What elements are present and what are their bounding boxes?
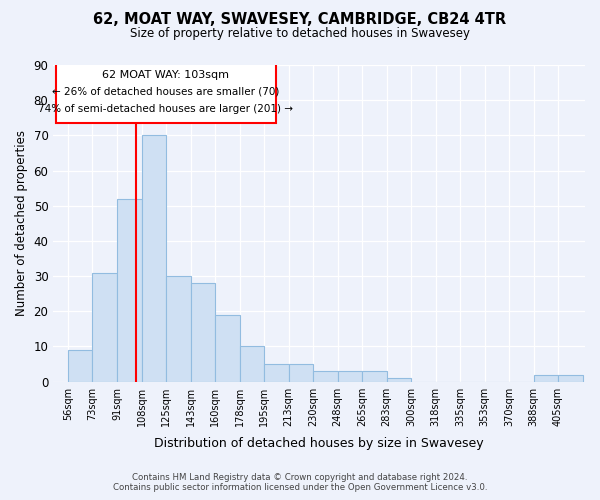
Text: Contains HM Land Registry data © Crown copyright and database right 2024.
Contai: Contains HM Land Registry data © Crown c… (113, 473, 487, 492)
Bar (313, 371, 338, 382)
Bar (142, 136, 166, 382)
Bar (362, 371, 386, 382)
Text: Size of property relative to detached houses in Swavesey: Size of property relative to detached ho… (130, 28, 470, 40)
Text: ← 26% of detached houses are smaller (70): ← 26% of detached houses are smaller (70… (52, 86, 280, 97)
Bar (239, 346, 264, 382)
Bar (166, 276, 191, 382)
Bar (117, 198, 142, 382)
Bar (289, 364, 313, 382)
Bar (68, 350, 92, 382)
Text: 62 MOAT WAY: 103sqm: 62 MOAT WAY: 103sqm (102, 70, 229, 80)
Bar (191, 283, 215, 382)
X-axis label: Distribution of detached houses by size in Swavesey: Distribution of detached houses by size … (154, 437, 484, 450)
Bar (56, 63, 275, 123)
Bar (533, 374, 558, 382)
Bar (215, 315, 239, 382)
Bar (92, 272, 117, 382)
Bar (264, 364, 289, 382)
Y-axis label: Number of detached properties: Number of detached properties (15, 130, 28, 316)
Text: 62, MOAT WAY, SWAVESEY, CAMBRIDGE, CB24 4TR: 62, MOAT WAY, SWAVESEY, CAMBRIDGE, CB24 … (94, 12, 506, 28)
Text: 74% of semi-detached houses are larger (201) →: 74% of semi-detached houses are larger (… (38, 104, 293, 114)
Bar (338, 371, 362, 382)
Bar (558, 374, 583, 382)
Bar (386, 378, 411, 382)
